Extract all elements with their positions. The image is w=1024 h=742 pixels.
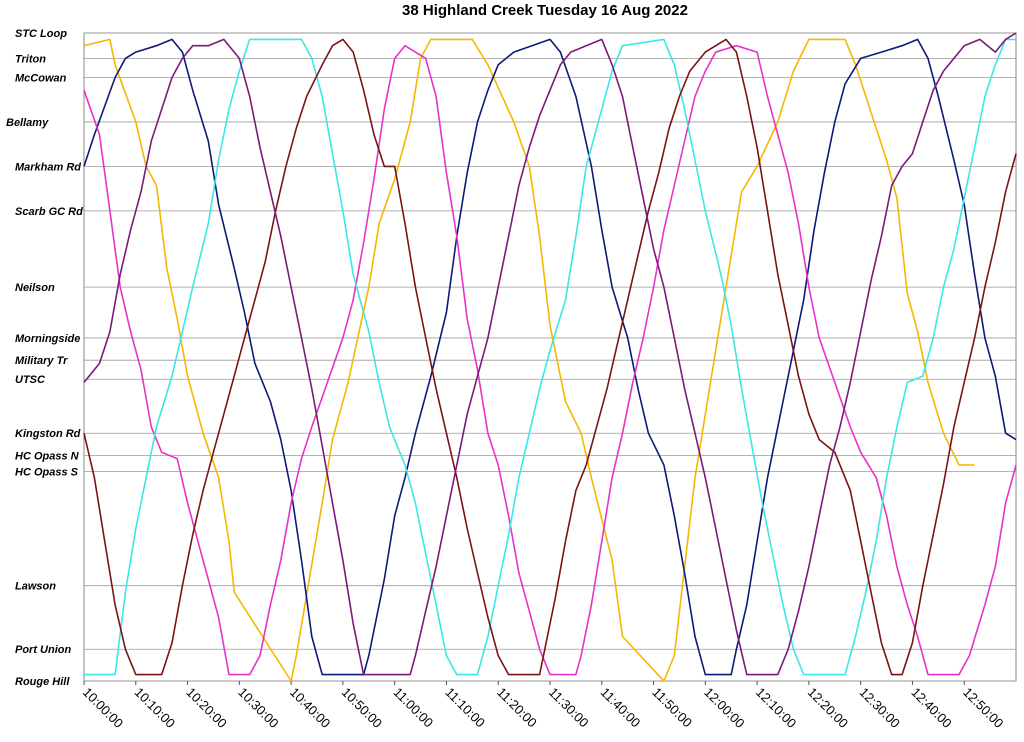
stop-label: HC Opass S — [15, 466, 79, 478]
x-tick-label: 10:20:00 — [183, 685, 229, 731]
stop-label: Port Union — [15, 644, 71, 656]
stop-label: Kingston Rd — [15, 428, 81, 440]
stop-label: UTSC — [15, 374, 46, 386]
x-tick-label: 10:10:00 — [132, 685, 178, 731]
x-tick-label: 10:30:00 — [235, 685, 281, 731]
x-tick-labels: 10:00:00 10:10:00 10:20:00 10:30:00 10:40:00… — [80, 681, 1006, 731]
stop-label: Scarb GC Rd — [15, 206, 83, 218]
stop-label: Rouge Hill — [15, 676, 70, 688]
bus-trace-line — [83, 44, 1017, 676]
stop-label: Lawson — [15, 581, 56, 593]
x-tick-label: 12:00:00 — [701, 685, 747, 731]
stop-label: Triton — [15, 53, 46, 65]
bus-trace-line — [83, 32, 1017, 676]
stop-label: Military Tr — [15, 355, 68, 367]
series-lines — [83, 32, 1017, 682]
x-tick-label: 12:50:00 — [960, 685, 1006, 731]
chart-title: 38 Highland Creek Tuesday 16 Aug 2022 — [402, 2, 688, 19]
x-tick-label: 10:00:00 — [80, 685, 126, 731]
x-tick-label: 12:30:00 — [857, 685, 903, 731]
stop-label: Neilson — [15, 282, 55, 294]
bus-trace-line — [83, 38, 1017, 676]
x-tick-label: 11:00:00 — [391, 685, 437, 731]
x-tick-label: 11:30:00 — [546, 685, 592, 731]
x-tick-label: 10:40:00 — [287, 685, 333, 731]
x-tick-label: 11:10:00 — [442, 685, 488, 731]
stop-labels: STC Loop Triton McCowan Bellamy Markham Rd Sc… — [6, 28, 83, 688]
x-tick-label: 12:40:00 — [908, 685, 954, 731]
x-tick-label: 11:50:00 — [649, 685, 695, 731]
stop-label: Morningside — [15, 333, 80, 345]
bus-trace-line — [83, 38, 1017, 676]
stop-label: Bellamy — [6, 117, 49, 129]
stop-label: Markham Rd — [15, 161, 81, 173]
x-tick-label: 12:10:00 — [753, 685, 799, 731]
stop-label: HC Opass N — [15, 450, 80, 462]
bus-trace-line — [83, 38, 975, 682]
x-tick-label: 10:50:00 — [339, 685, 385, 731]
x-tick-label: 11:40:00 — [598, 685, 644, 731]
stop-label: McCowan — [15, 72, 67, 84]
x-tick-label: 11:20:00 — [494, 685, 540, 731]
stop-label: STC Loop — [15, 28, 67, 40]
x-tick-label: 12:20:00 — [805, 685, 851, 731]
